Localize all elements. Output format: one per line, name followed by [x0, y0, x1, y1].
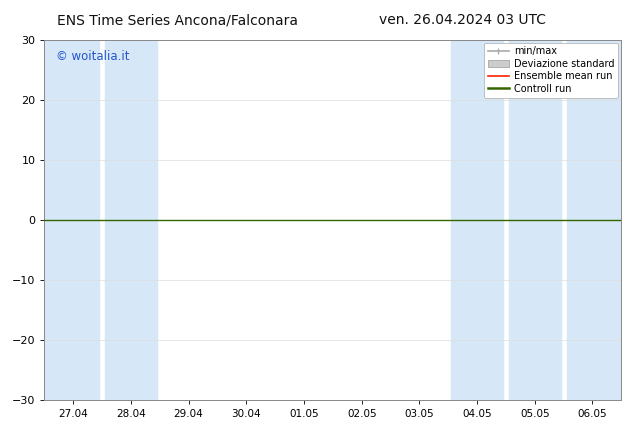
Text: ven. 26.04.2024 03 UTC: ven. 26.04.2024 03 UTC	[379, 13, 547, 27]
Bar	[105, 40, 157, 400]
Bar	[44, 40, 99, 400]
Bar	[451, 40, 503, 400]
Text: ENS Time Series Ancona/Falconara: ENS Time Series Ancona/Falconara	[57, 13, 298, 27]
Bar	[567, 40, 621, 400]
Text: © woitalia.it: © woitalia.it	[56, 51, 129, 63]
Bar	[509, 40, 560, 400]
Legend: min/max, Deviazione standard, Ensemble mean run, Controll run: min/max, Deviazione standard, Ensemble m…	[484, 43, 618, 98]
